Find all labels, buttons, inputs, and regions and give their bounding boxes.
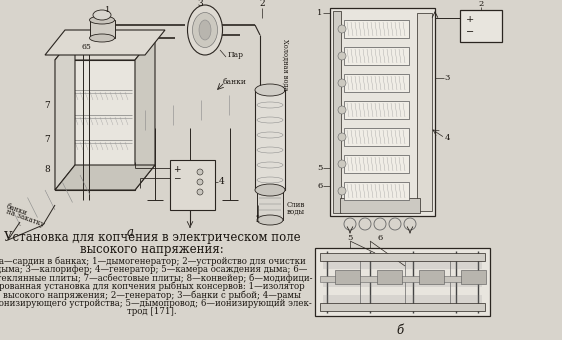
Bar [417,13,432,211]
Ellipse shape [255,84,285,96]
Bar [255,90,285,190]
Ellipse shape [188,5,223,55]
Ellipse shape [338,79,346,87]
Ellipse shape [197,179,203,185]
Text: 5: 5 [347,234,353,242]
Text: а: а [126,225,134,238]
Bar [333,11,341,213]
Bar [419,270,444,284]
Bar [344,182,409,200]
Ellipse shape [338,133,346,141]
Bar [344,20,409,38]
Polygon shape [55,35,75,190]
Bar [330,8,435,216]
Ellipse shape [257,215,283,225]
Text: 2: 2 [259,0,265,8]
Text: воды: воды [287,208,305,216]
Polygon shape [145,85,285,130]
Text: 1: 1 [255,216,261,224]
Bar [55,60,135,190]
Bar [320,303,485,311]
Text: трод [171].: трод [171]. [127,307,177,317]
Polygon shape [10,175,90,225]
Ellipse shape [197,169,203,175]
Ellipse shape [338,160,346,168]
Polygon shape [45,30,165,55]
Ellipse shape [338,52,346,60]
Text: 3: 3 [445,74,450,82]
Text: рованная установка для копчения рыбных консервов: 1—изолятор: рованная установка для копчения рыбных к… [0,282,305,291]
Text: на закатку: на закатку [5,207,46,228]
Bar [344,128,409,146]
Polygon shape [55,165,155,190]
Text: банки: банки [223,78,247,86]
Text: Холодная вода: Холодная вода [281,39,289,91]
Text: +: + [173,166,181,174]
Text: а—сардин в банках; 1—дымогенератор; 2—устройство для очистки: а—сардин в банках; 1—дымогенератор; 2—ус… [0,256,305,266]
Text: Установка для копчения в электрическом поле: Установка для копчения в электрическом п… [4,231,300,243]
Ellipse shape [338,25,346,33]
Ellipse shape [193,13,217,48]
Text: 1: 1 [105,6,111,14]
Bar [344,101,409,119]
Text: 4: 4 [219,177,225,187]
Text: ионизирующего устройства; 5—дымопровод; 6—ионизирующий элек-: ионизирующего устройства; 5—дымопровод; … [0,299,311,308]
Text: 7: 7 [44,101,50,109]
Text: 5: 5 [85,43,90,51]
Bar [257,190,283,220]
Ellipse shape [199,20,211,40]
Bar [0,0,295,225]
Text: Слив: Слив [287,201,305,209]
Text: 6: 6 [377,234,383,242]
Text: −: − [173,173,181,183]
Bar [320,253,485,261]
Text: 6: 6 [81,43,87,51]
Bar [344,47,409,65]
Bar [340,198,420,213]
Ellipse shape [89,34,115,42]
Ellipse shape [338,187,346,195]
Polygon shape [135,35,155,190]
Text: стеклянные плиты; 7—асбестовые плиты; 8—конвейер; б—модифици-: стеклянные плиты; 7—асбестовые плиты; 8—… [0,273,312,283]
Text: 4: 4 [444,134,450,142]
Bar [320,276,485,282]
Text: 6: 6 [318,182,323,190]
Text: дыма; 3—калорифер; 4—генератор; 5—камера осаждения дыма; 6—: дыма; 3—калорифер; 4—генератор; 5—камера… [0,265,307,274]
Text: высокого напряжения:: высокого напряжения: [80,242,224,255]
Ellipse shape [255,184,285,196]
Bar [170,160,215,210]
Text: −: − [466,28,474,36]
Ellipse shape [89,16,115,24]
Text: 1: 1 [318,9,323,17]
Ellipse shape [197,189,203,195]
Bar [315,248,490,316]
Text: б: б [396,323,404,337]
Text: 5: 5 [318,164,323,172]
Text: 2: 2 [478,0,484,8]
Text: 8: 8 [44,166,50,174]
Bar [460,10,502,42]
Ellipse shape [338,106,346,114]
Text: 7: 7 [44,136,50,144]
Ellipse shape [93,10,111,20]
Bar [344,74,409,92]
Bar [90,20,115,38]
Text: Пар: Пар [228,51,244,59]
Bar [335,270,360,284]
Bar [461,270,486,284]
Bar [377,270,402,284]
Text: банки: банки [5,202,29,218]
Text: +: + [466,16,474,24]
Text: 3: 3 [197,0,203,7]
Polygon shape [55,35,155,60]
Text: высокого напряжения; 2—генератор; 3—банки с рыбой; 4—рамы: высокого напряжения; 2—генератор; 3—банк… [3,290,301,300]
Bar [344,155,409,173]
